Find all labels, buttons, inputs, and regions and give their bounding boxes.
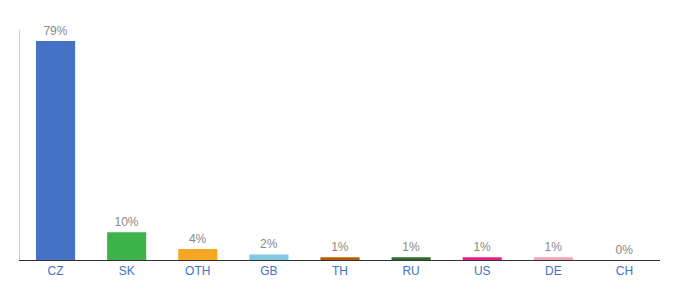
svg-text:GB: GB — [260, 264, 277, 278]
svg-text:RU: RU — [402, 264, 419, 278]
svg-text:DE: DE — [545, 264, 562, 278]
svg-text:CH: CH — [616, 264, 633, 278]
svg-text:OTH: OTH — [185, 264, 210, 278]
svg-text:1%: 1% — [544, 240, 562, 254]
svg-text:SK: SK — [119, 264, 135, 278]
svg-text:0%: 0% — [616, 243, 634, 257]
svg-text:2%: 2% — [260, 237, 278, 251]
svg-text:1%: 1% — [402, 240, 420, 254]
svg-text:4%: 4% — [189, 232, 207, 246]
svg-text:US: US — [474, 264, 491, 278]
svg-text:1%: 1% — [473, 240, 491, 254]
svg-text:1%: 1% — [331, 240, 349, 254]
svg-text:10%: 10% — [114, 215, 138, 229]
svg-text:79%: 79% — [43, 24, 67, 38]
svg-text:CZ: CZ — [48, 264, 64, 278]
svg-text:TH: TH — [332, 264, 348, 278]
